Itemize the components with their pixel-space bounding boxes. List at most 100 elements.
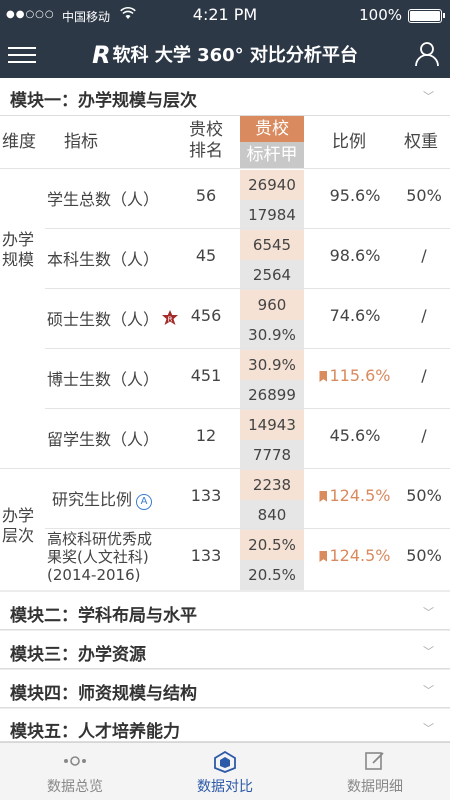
rank-value: 12 [195, 426, 217, 445]
col-header-benchmark: 标杆甲 [240, 142, 304, 168]
weight-value: / [421, 426, 427, 445]
module-4-header[interactable]: 模块四：师资规模与结构 ﹀ [0, 670, 450, 708]
signal-strength: ●●○○○ [6, 9, 55, 20]
comparison-values-column: 贵校 标杆甲 26940 17984 6545 2564 960 30.9% 3… [240, 116, 304, 590]
bottom-tab-bar: 数据总览 数据对比 数据明细 [0, 742, 450, 800]
svg-text:R: R [168, 316, 173, 324]
table-row: 硕士生数（人） R 456 74.6% / [0, 288, 450, 348]
ranking-badge-icon[interactable]: R [161, 310, 179, 328]
carrier-name: 中国移动 [62, 10, 111, 24]
module-5-title: 模块五：人才培养能力 [10, 722, 180, 742]
indicator-label: 硕士生数（人） R [47, 306, 179, 330]
row-divider [45, 408, 450, 409]
tab-compare-label: 数据对比 [197, 779, 253, 795]
chevron-down-icon: ﹀ [423, 722, 434, 735]
ratio-value-flagged: 124.5% [300, 486, 410, 505]
benchmark-value: 20.5% [240, 560, 304, 590]
weight-value: 50% [406, 546, 442, 565]
row-divider [45, 528, 450, 529]
col-header-rank-line2: 排名 [189, 141, 223, 161]
weight-value: 50% [406, 186, 442, 205]
flag-icon [319, 551, 328, 562]
logo-icon: R [92, 41, 111, 69]
col-header-ratio: 比例 [332, 132, 366, 152]
user-profile-icon[interactable] [414, 41, 440, 67]
info-badge-icon[interactable]: A [136, 494, 153, 510]
col-header-rank: 贵校 排名 [186, 120, 226, 162]
dimension-label-level: 办学 层次 [2, 506, 35, 545]
module-2-header[interactable]: 模块二：学科布局与水平 ﹀ [0, 592, 450, 630]
indicator-label: 留学生数（人） [47, 430, 160, 449]
ours-value: 14943 [240, 410, 304, 440]
battery-percent: 100% [359, 6, 402, 24]
module-3-title: 模块三：办学资源 [10, 645, 146, 665]
benchmark-value: 17984 [240, 200, 304, 230]
module-1-title: 模块一：办学规模与层次 [10, 91, 197, 111]
app-title: R 软科 大学 360° 对比分析平台 [0, 41, 450, 69]
overview-icon [63, 751, 87, 771]
rank-value: 56 [195, 186, 217, 205]
ratio-value: 45.6% [329, 426, 381, 445]
status-bar: ●●○○○ 中国移动 4:21 PM 100% [0, 0, 450, 30]
rank-value: 133 [190, 486, 222, 505]
weight-value: 50% [406, 486, 442, 505]
table-row: 博士生数（人） 451 115.6% / [0, 348, 450, 408]
col-header-ours: 贵校 [240, 116, 304, 142]
comparison-table: 维度 指标 贵校 排名 比例 权重 办学 规模 办学 层次 贵校 标杆甲 269… [0, 116, 450, 590]
comparison-header: 贵校 标杆甲 [240, 116, 304, 168]
col-header-dimension: 维度 [2, 132, 36, 152]
benchmark-value: 2564 [240, 260, 304, 290]
col-header-rank-line1: 贵校 [189, 120, 223, 140]
flag-icon [319, 371, 328, 382]
table-row: 留学生数（人） 12 45.6% / [0, 408, 450, 468]
chevron-down-icon: ﹀ [423, 684, 434, 697]
benchmark-value: 26899 [240, 380, 304, 410]
table-row: 研究生比例 A 133 124.5% 50% [0, 468, 450, 528]
nav-bar: R 软科 大学 360° 对比分析平台 [0, 30, 450, 78]
flag-icon [319, 491, 328, 502]
row-divider [45, 228, 450, 229]
col-header-weight: 权重 [404, 132, 438, 152]
ratio-value-flagged: 115.6% [300, 366, 410, 385]
ratio-value: 98.6% [329, 246, 381, 265]
tab-overview-label: 数据总览 [47, 779, 103, 795]
benchmark-value: 30.9% [240, 320, 304, 350]
indicator-label: 本科生数（人） [47, 250, 160, 269]
chevron-down-icon: ﹀ [423, 90, 434, 103]
rank-value: 451 [190, 366, 222, 385]
indicator-label: 博士生数（人） [47, 370, 160, 389]
indicator-label: 研究生比例 A [52, 486, 153, 510]
col-header-indicator: 指标 [64, 132, 98, 152]
module-2-title: 模块二：学科布局与水平 [10, 606, 197, 626]
ours-value: 30.9% [240, 350, 304, 380]
tab-compare[interactable]: 数据对比 [150, 743, 300, 800]
ratio-value: 95.6% [329, 186, 381, 205]
row-divider [45, 348, 450, 349]
module-5-header[interactable]: 模块五：人才培养能力 ﹀ [0, 709, 450, 742]
chevron-down-icon: ﹀ [423, 606, 434, 619]
ours-value: 960 [240, 290, 304, 320]
benchmark-value: 7778 [240, 440, 304, 470]
ratio-value: 74.6% [329, 306, 381, 325]
table-row: 本科生数（人） 45 98.6% / [0, 228, 450, 288]
hamburger-menu-icon[interactable] [8, 42, 36, 66]
dimension-label-scale: 办学 规模 [2, 230, 35, 269]
module-1-header[interactable]: 模块一：办学规模与层次 ﹀ [0, 78, 450, 116]
ratio-value-flagged: 124.5% [300, 546, 410, 565]
clock: 4:21 PM [192, 5, 258, 24]
ours-value: 2238 [240, 470, 304, 500]
tab-details-label: 数据明细 [347, 779, 403, 795]
row-divider [45, 288, 450, 289]
module-3-header[interactable]: 模块三：办学资源 ﹀ [0, 631, 450, 669]
header-divider [0, 168, 450, 169]
chevron-down-icon: ﹀ [423, 645, 434, 658]
battery-icon [408, 9, 445, 23]
rank-value: 133 [190, 546, 222, 565]
indicator-label: 学生总数（人） [47, 190, 160, 209]
compare-icon [213, 750, 237, 773]
tab-overview[interactable]: 数据总览 [0, 743, 150, 800]
ours-value: 20.5% [240, 530, 304, 560]
tab-details[interactable]: 数据明细 [300, 743, 450, 800]
ours-value: 6545 [240, 230, 304, 260]
table-row: 高校科研优秀成 果奖(人文社科) (2014-2016) 133 124.5% … [0, 528, 450, 588]
